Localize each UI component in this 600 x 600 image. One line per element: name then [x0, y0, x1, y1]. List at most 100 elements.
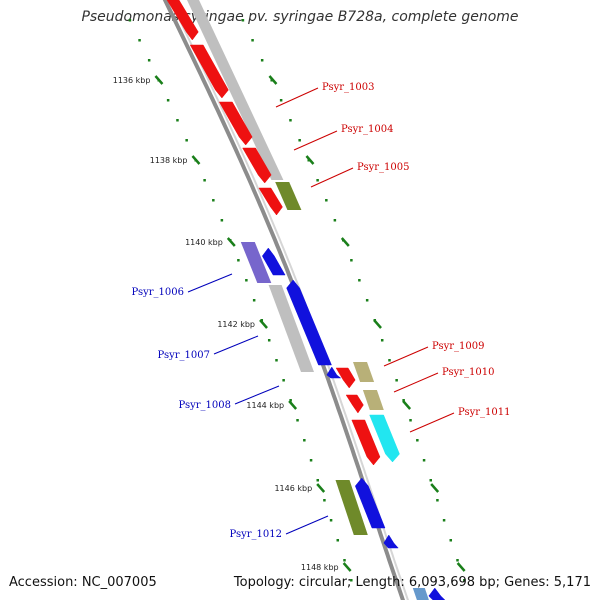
- label-leader-line: [409, 412, 455, 433]
- tick-label: 1146 kbp: [274, 484, 312, 493]
- gene-Psyr_1011a[interactable]: [351, 419, 381, 466]
- gene-label-Psyr_1008[interactable]: Psyr_1008: [179, 400, 231, 411]
- gene-Psyr_1006: [240, 242, 272, 283]
- major-tick: [154, 75, 164, 85]
- gene-partial: [412, 588, 429, 600]
- major-tick: [430, 483, 440, 493]
- gene-Psyr_1002[interactable]: [166, 0, 199, 41]
- gene-label-Psyr_1011[interactable]: Psyr_1011: [458, 407, 510, 418]
- label-leader-line: [275, 87, 319, 108]
- gene-label-Psyr_1005[interactable]: Psyr_1005: [357, 162, 409, 173]
- tick-dot: [303, 439, 306, 442]
- gene-Psyr_1010[interactable]: [345, 394, 364, 414]
- major-tick: [316, 483, 326, 493]
- tick-dot: [176, 119, 179, 122]
- tick-dot: [298, 139, 301, 142]
- tick-dot: [128, 19, 132, 22]
- gene-Psyr_1008[interactable]: [286, 279, 332, 366]
- tick-dot: [402, 399, 405, 402]
- label-leader-line: [293, 130, 338, 151]
- gene-Psyr_1008b[interactable]: [326, 366, 342, 379]
- tick-dot: [316, 479, 320, 482]
- gene-Psyr_1012[interactable]: [355, 477, 386, 529]
- tick-dot: [325, 199, 328, 202]
- gene-khaki-b: [362, 390, 384, 410]
- tick-label: 1138 kbp: [150, 156, 188, 165]
- gene-Psyr_1009[interactable]: [335, 367, 356, 389]
- tick-label: 1144 kbp: [246, 401, 284, 410]
- major-tick: [402, 400, 412, 410]
- tick-dot: [329, 519, 333, 522]
- major-tick: [191, 155, 201, 165]
- major-tick: [268, 75, 278, 85]
- tick-dot: [279, 99, 283, 102]
- tick-dot: [358, 279, 361, 282]
- label-leader-line: [187, 273, 233, 293]
- tick-dot: [365, 299, 369, 302]
- tick-dot: [241, 19, 245, 22]
- gene-partial-b[interactable]: [428, 587, 446, 600]
- gene-khaki-a: [353, 362, 375, 382]
- tick-dot: [449, 539, 453, 542]
- major-tick: [340, 237, 350, 247]
- tick-dot: [212, 199, 215, 202]
- accession-text: Accession: NC_007005: [9, 575, 157, 590]
- tick-dot: [237, 259, 240, 262]
- gene-Psyr_1005b[interactable]: [258, 187, 283, 216]
- gene-label-Psyr_1010[interactable]: Psyr_1010: [442, 367, 494, 378]
- tick-label: 1136 kbp: [113, 76, 151, 85]
- tick-label: 1148 kbp: [301, 563, 339, 572]
- major-tick: [226, 237, 236, 247]
- gene-olive-b: [335, 480, 368, 535]
- tick-dot: [296, 419, 299, 422]
- major-tick: [456, 562, 466, 572]
- tick-dot: [463, 579, 466, 582]
- tick-dot: [289, 119, 292, 122]
- gene-label-Psyr_1006[interactable]: Psyr_1006: [132, 287, 184, 298]
- label-leader-line: [213, 335, 259, 355]
- tick-dot: [343, 559, 346, 562]
- gene-Psyr_1003[interactable]: [189, 44, 229, 99]
- tick-dot: [456, 559, 459, 562]
- tick-dot: [260, 59, 264, 62]
- tick-dot: [388, 359, 391, 362]
- tick-dot: [289, 399, 292, 402]
- tick-dot: [275, 359, 278, 362]
- gene-label-Psyr_1003[interactable]: Psyr_1003: [322, 82, 374, 93]
- label-leader-line: [234, 385, 280, 405]
- major-tick: [342, 562, 352, 572]
- gene-label-Psyr_1009[interactable]: Psyr_1009: [432, 341, 484, 352]
- cds-bar: [187, 0, 284, 180]
- gene-Psyr_1011b[interactable]: [369, 414, 400, 463]
- label-leader-line: [285, 515, 329, 535]
- label-leader-line: [383, 346, 429, 367]
- gene-Psyr_1005a[interactable]: [242, 147, 272, 184]
- tick-label: 1140 kbp: [185, 238, 223, 247]
- gene-Psyr_1006b[interactable]: [262, 247, 286, 276]
- tick-dot: [333, 219, 337, 222]
- major-tick: [259, 319, 268, 329]
- tick-dot: [336, 539, 340, 542]
- tick-dot: [138, 39, 141, 42]
- tick-dot: [429, 479, 433, 482]
- major-tick: [305, 155, 315, 165]
- major-tick: [288, 400, 298, 410]
- tick-dot: [147, 59, 151, 62]
- tick-dot: [316, 179, 319, 182]
- tick-dot: [166, 99, 170, 102]
- tick-label: 1142 kbp: [217, 320, 255, 329]
- tick-dot: [309, 459, 313, 462]
- gene-label-Psyr_1012[interactable]: Psyr_1012: [230, 529, 282, 540]
- tick-dot: [245, 279, 248, 282]
- topology-text: Topology: circular; Length: 6,093,698 bp…: [233, 575, 591, 590]
- gene-label-Psyr_1004[interactable]: Psyr_1004: [341, 124, 393, 135]
- tick-dot: [422, 459, 426, 462]
- major-tick: [373, 319, 382, 329]
- gene-olive: [275, 182, 302, 210]
- label-leader-line: [310, 167, 354, 188]
- gene-label-Psyr_1007[interactable]: Psyr_1007: [158, 350, 210, 361]
- gene-Psyr_1012b[interactable]: [383, 534, 399, 549]
- gene-Psyr_1004[interactable]: [218, 101, 253, 146]
- label-leader-line: [393, 372, 439, 393]
- tick-dot: [220, 219, 224, 222]
